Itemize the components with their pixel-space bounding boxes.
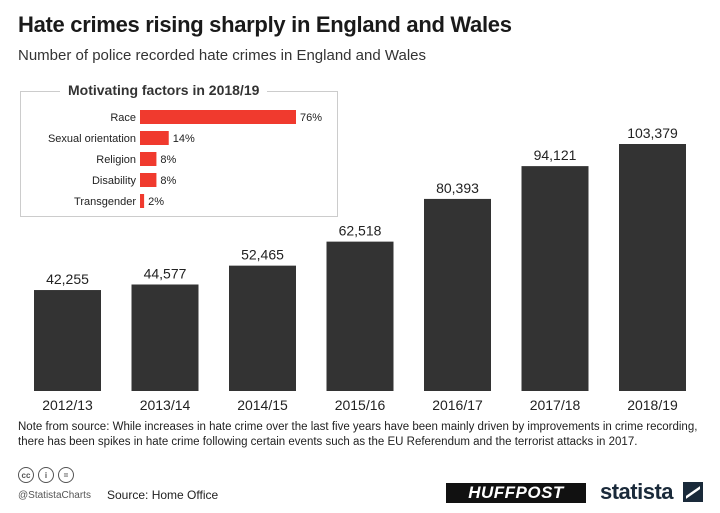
inset-category-label-1: Sexual orientation xyxy=(48,133,136,145)
x-tick-2015/16: 2015/16 xyxy=(335,397,386,413)
bar-2012/13 xyxy=(34,290,101,391)
bar-2018/19 xyxy=(619,144,686,391)
data-label-2018/19: 103,379 xyxy=(627,125,678,141)
source-label: Source: Home Office xyxy=(107,488,219,502)
source-note: Note from source: While increases in hat… xyxy=(18,421,698,448)
inset-category-label-4: Transgender xyxy=(74,196,136,208)
chart-title: Hate crimes rising sharply in England an… xyxy=(18,12,512,37)
license-icons: cc i = xyxy=(18,467,74,483)
bar-2013/14 xyxy=(131,284,199,391)
inset-category-label-3: Disability xyxy=(92,175,137,187)
x-tick-2017/18: 2017/18 xyxy=(530,397,581,413)
bar-2017/18 xyxy=(521,166,589,391)
statista-logo-icon xyxy=(683,482,703,502)
bar-2014/15 xyxy=(229,265,296,391)
cc-icon: cc xyxy=(18,467,34,483)
data-label-2012/13: 42,255 xyxy=(46,271,89,287)
chart-subtitle: Number of police recorded hate crimes in… xyxy=(18,47,426,64)
inset-bar-chart: Race 76% Sexual orientation 14% Religion 8% Di… xyxy=(48,110,322,208)
data-label-2017/18: 94,121 xyxy=(534,147,577,163)
main-bar-chart: 42,255 2012/13 44,577 2013/14 52,465 2014/15 6… xyxy=(34,125,686,413)
statista-handle: @StatistaCharts xyxy=(18,490,91,501)
x-tick-2013/14: 2013/14 xyxy=(140,397,191,413)
data-label-2015/16: 62,518 xyxy=(339,223,382,239)
inset-value-label-4: 2% xyxy=(148,196,164,208)
huffpost-logo: HUFFPOST xyxy=(446,483,586,503)
inset-title: Motivating factors in 2018/19 xyxy=(60,82,268,98)
x-tick-2016/17: 2016/17 xyxy=(432,397,483,413)
x-tick-2012/13: 2012/13 xyxy=(42,397,93,413)
x-tick-2014/15: 2014/15 xyxy=(237,397,288,413)
attribution-icon: i xyxy=(38,467,54,483)
data-label-2014/15: 52,465 xyxy=(241,247,284,263)
inset-bar-0 xyxy=(140,110,296,124)
bar-2016/17 xyxy=(424,198,491,391)
statista-logo: statista xyxy=(600,479,674,504)
data-label-2013/14: 44,577 xyxy=(144,265,187,281)
inset-bar-2 xyxy=(140,152,157,166)
inset-bar-1 xyxy=(140,131,169,145)
no-derivatives-icon: = xyxy=(58,467,74,483)
data-label-2016/17: 80,393 xyxy=(436,180,479,196)
inset-category-label-2: Religion xyxy=(96,154,136,166)
x-tick-2018/19: 2018/19 xyxy=(627,397,678,413)
inset-value-label-1: 14% xyxy=(173,133,195,145)
inset-value-label-2: 8% xyxy=(160,154,176,166)
inset-bar-3 xyxy=(140,173,157,187)
inset-value-label-0: 76% xyxy=(300,112,322,124)
inset-value-label-3: 8% xyxy=(160,175,176,187)
bar-2015/16 xyxy=(326,241,394,391)
inset-bar-4 xyxy=(140,194,145,208)
inset-category-label-0: Race xyxy=(110,112,136,124)
